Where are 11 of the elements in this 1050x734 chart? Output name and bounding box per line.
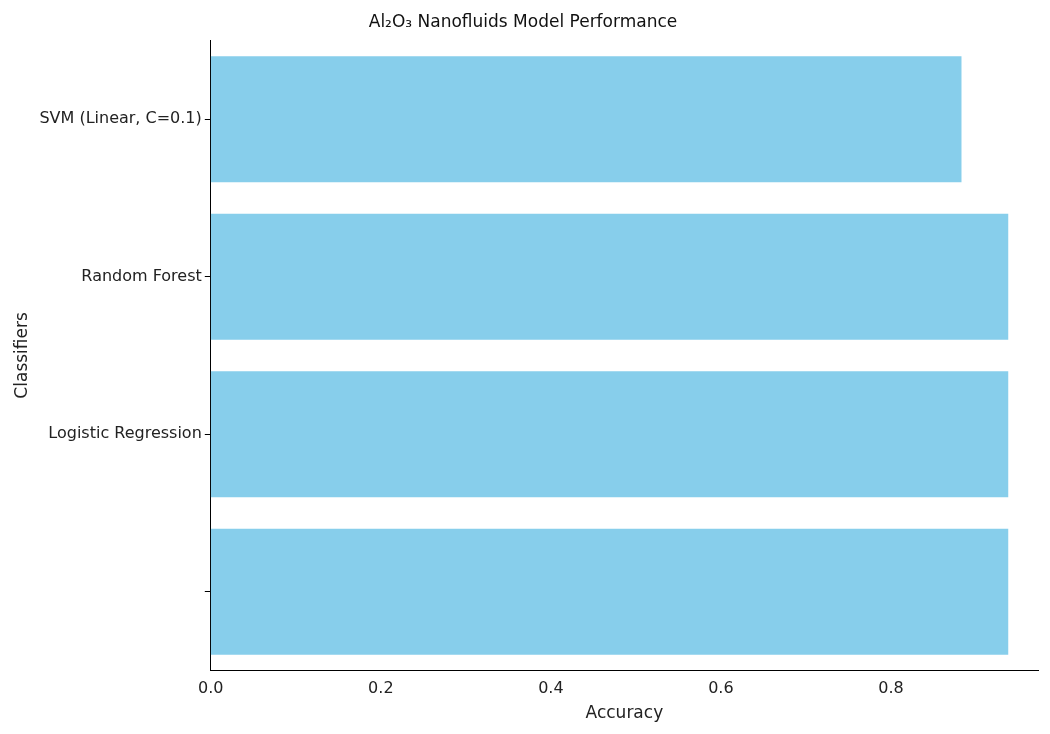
chart-title: Al₂O₃ Nanofluids Model Performance [368, 10, 678, 31]
x-tick-label: 0.2 [368, 678, 394, 698]
y-tick-label: Random Forest [81, 265, 202, 285]
x-tick-label: 0.6 [708, 678, 734, 698]
x-tick-label: 0.8 [878, 678, 904, 698]
x-axis-title: Accuracy [585, 702, 664, 723]
y-tick-label: SVM (Linear, C=0.1) [39, 108, 202, 128]
y-axis-title: Classifiers [10, 312, 31, 399]
x-tick-label: 0.0 [198, 678, 224, 698]
y-tick-label: Logistic Regression [48, 423, 202, 443]
x-tick-label: 0.4 [538, 678, 564, 698]
